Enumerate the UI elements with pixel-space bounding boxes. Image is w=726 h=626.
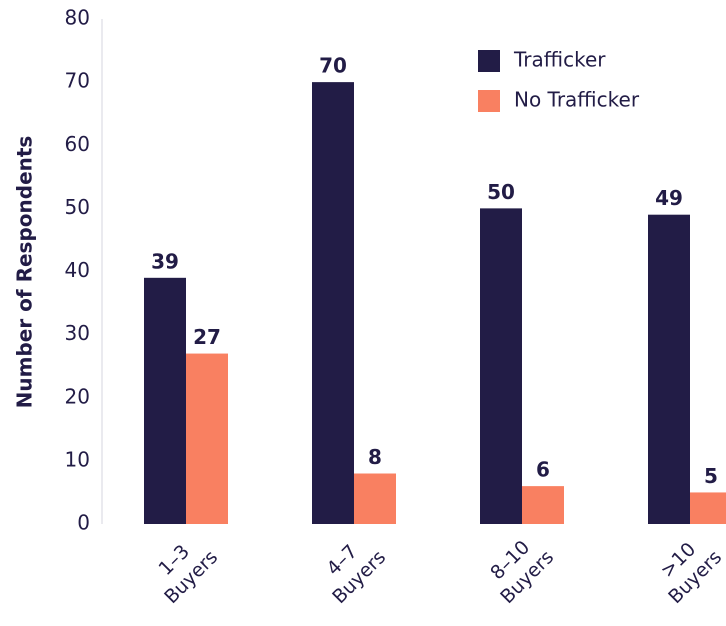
bar (186, 353, 228, 524)
x-tick-label-group: 8–10Buyers (479, 529, 558, 608)
legend-swatch (478, 50, 500, 72)
legend-label: Trafficker (513, 48, 606, 72)
bar (648, 214, 690, 524)
bar (690, 492, 726, 524)
x-tick-label: 8–10Buyers (479, 529, 558, 608)
value-label: 50 (487, 180, 515, 204)
bar (354, 473, 396, 524)
value-label: 27 (193, 325, 221, 349)
value-label: 6 (536, 458, 550, 482)
value-label: 39 (151, 249, 179, 273)
x-tick-label: 4–7Buyers (311, 529, 390, 608)
legend-swatch (478, 90, 500, 112)
y-tick-label: 0 (77, 511, 90, 535)
x-tick-label-group: >10Buyers (647, 529, 726, 608)
y-axis-title: Number of Respondents (13, 136, 37, 409)
x-tick-label-group: 4–7Buyers (311, 529, 390, 608)
y-tick-label: 60 (65, 132, 90, 156)
value-label: 49 (655, 186, 683, 210)
y-tick-label: 20 (65, 384, 90, 408)
y-tick-label: 30 (65, 321, 90, 345)
bar (312, 82, 354, 524)
bar (480, 208, 522, 524)
y-tick-label: 10 (65, 447, 90, 471)
legend-label: No Trafficker (514, 88, 640, 112)
x-tick-label-group: 1–3Buyers (143, 529, 222, 608)
value-label: 5 (704, 464, 718, 488)
value-label: 8 (368, 445, 382, 469)
y-tick-label: 80 (65, 6, 90, 30)
x-tick-label: 1–3Buyers (143, 529, 222, 608)
bar (144, 277, 186, 524)
value-label: 70 (319, 54, 347, 78)
y-tick-label: 50 (65, 195, 90, 219)
bar (522, 486, 564, 524)
y-tick-label: 70 (65, 69, 90, 93)
x-tick-label: >10Buyers (647, 529, 726, 608)
y-tick-label: 40 (65, 258, 90, 282)
